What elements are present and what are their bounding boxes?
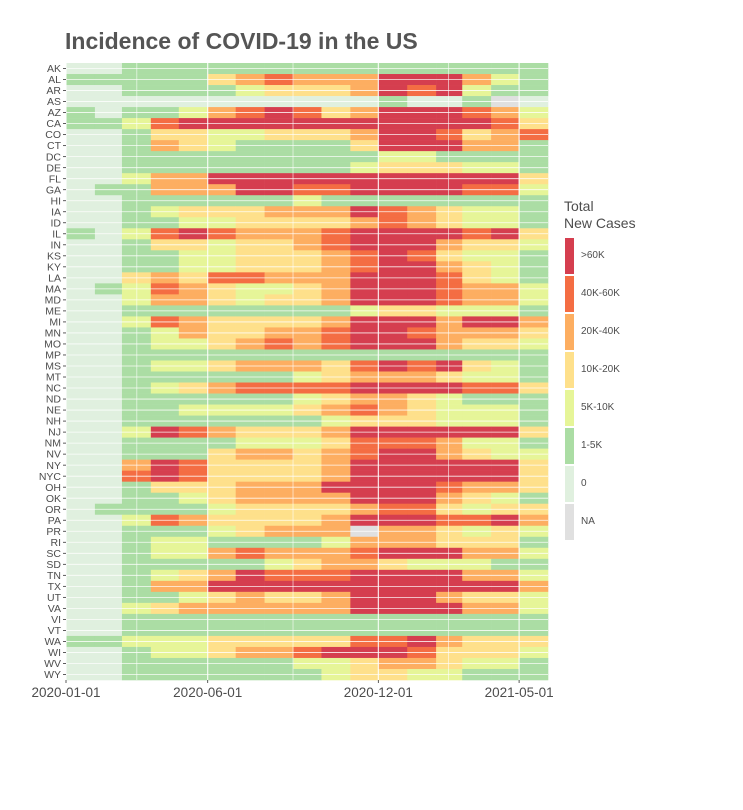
y-tick-label-pr: PR	[46, 526, 61, 538]
x-axis: 2020-01-01 2020-06-01 2020-12-01 2021-05-01	[31, 680, 554, 700]
y-tick-label-ky: KY	[47, 261, 61, 273]
legend-swatch	[565, 390, 574, 426]
y-tick-label-la: LA	[48, 272, 61, 284]
y-tick-label-mp: MP	[45, 350, 61, 362]
y-tick-label-hi: HI	[51, 195, 62, 207]
legend-label: NA	[581, 516, 595, 527]
legend-label: 1-5K	[581, 440, 603, 451]
y-tick-label-ia: IA	[51, 206, 61, 218]
y-tick-label-wv: WV	[44, 658, 61, 670]
y-tick-label-nj: NJ	[48, 427, 61, 439]
y-tick-label-ut: UT	[47, 592, 62, 604]
legend-item: 10K-20K	[564, 352, 684, 390]
legend-title-line-1: Total	[564, 198, 594, 214]
legend-item: 5K-10K	[564, 390, 684, 428]
y-tick-label-tx: TX	[48, 581, 61, 593]
legend-label: 10K-20K	[581, 364, 620, 375]
y-tick-label-tn: TN	[47, 570, 61, 582]
y-tick-label-mo: MO	[44, 339, 61, 351]
y-tick-label-sd: SD	[46, 559, 61, 571]
y-tick-label-mt: MT	[46, 372, 62, 384]
legend-item: NA	[564, 504, 684, 542]
y-tick-label-ne: NE	[46, 405, 61, 417]
legend-item: 0	[564, 466, 684, 504]
y-tick-label-va: VA	[48, 603, 61, 615]
y-tick-label-ms: MS	[45, 361, 61, 373]
legend-title: Total New Cases	[564, 198, 684, 232]
y-tick-label-nv: NV	[46, 449, 61, 461]
legend-swatch	[565, 238, 574, 274]
x-tick-label-2020-01-01: 2020-01-01	[31, 685, 100, 700]
legend-swatch	[565, 504, 574, 540]
y-tick-label-co: CO	[45, 129, 61, 141]
y-tick-label-ar: AR	[46, 85, 61, 97]
y-tick-label-dc: DC	[46, 151, 62, 163]
y-tick-label-in: IN	[51, 239, 62, 251]
y-tick-label-id: ID	[51, 217, 62, 229]
y-tick-label-ca: CA	[46, 118, 61, 130]
legend-item: 1-5K	[564, 428, 684, 466]
y-tick-label-md: MD	[45, 294, 62, 306]
y-tick-label-de: DE	[46, 162, 61, 174]
y-tick-label-nm: NM	[45, 438, 61, 450]
y-tick-label-as: AS	[47, 96, 61, 108]
y-tick-label-or: OR	[45, 504, 61, 516]
y-tick-label-nc: NC	[46, 383, 62, 395]
legend-swatch	[565, 314, 574, 350]
y-tick-label-wa: WA	[44, 636, 61, 648]
legend-items: >60K 40K-60K 20K-40K 10K-20K 5K-10K 1-5K 0 NA	[564, 238, 684, 542]
y-tick-label-me: ME	[45, 306, 61, 318]
y-tick-label-al: AL	[48, 74, 61, 86]
legend-label: 40K-60K	[581, 288, 620, 299]
legend-item: >60K	[564, 238, 684, 276]
y-tick-label-ct: CT	[47, 140, 62, 152]
legend-label: 20K-40K	[581, 326, 620, 337]
y-tick-label-mi: MI	[49, 317, 61, 329]
legend-swatch	[565, 276, 574, 312]
legend: Total New Cases >60K 40K-60K 20K-40K 10K-20…	[564, 198, 684, 542]
y-tick-label-sc: SC	[46, 548, 61, 560]
y-tick-label-pa: PA	[48, 515, 61, 527]
y-tick-label-vi: VI	[51, 614, 61, 626]
y-tick-label-nd: ND	[46, 394, 62, 406]
y-tick-label-ma: MA	[45, 283, 61, 295]
legend-label: 0	[581, 478, 587, 489]
x-tick-label-2020-06-01: 2020-06-01	[173, 685, 242, 700]
y-tick-label-ny: NY	[46, 460, 61, 472]
heatmap-gridlines	[65, 63, 548, 680]
y-tick-label-fl: FL	[49, 173, 61, 185]
y-tick-label-nyc: NYC	[39, 471, 62, 483]
y-tick-label-ri: RI	[51, 537, 62, 549]
y-tick-label-il: IL	[52, 228, 61, 240]
legend-swatch	[565, 428, 574, 464]
legend-label: >60K	[581, 250, 605, 261]
legend-item: 20K-40K	[564, 314, 684, 352]
y-tick-label-mn: MN	[45, 328, 61, 340]
y-tick-label-wy: WY	[44, 669, 61, 681]
y-tick-label-ak: AK	[47, 63, 61, 75]
y-axis: AKALARASAZCACOCTDCDEFLGAHIIAIDILINKSKYLA…	[39, 63, 66, 681]
chart-title: Incidence of COVID-19 in the US	[65, 28, 418, 54]
legend-swatch	[565, 352, 574, 388]
y-tick-label-ga: GA	[46, 184, 61, 196]
y-tick-label-wi: WI	[48, 647, 61, 659]
y-tick-label-oh: OH	[45, 482, 61, 494]
legend-label: 5K-10K	[581, 402, 615, 413]
y-tick-label-az: AZ	[48, 107, 62, 119]
legend-item: 40K-60K	[564, 276, 684, 314]
x-tick-label-2020-12-01: 2020-12-01	[344, 685, 413, 700]
y-tick-label-nh: NH	[46, 416, 61, 428]
y-tick-label-ks: KS	[47, 250, 61, 262]
legend-swatch	[565, 466, 574, 502]
y-tick-label-vt: VT	[48, 625, 62, 637]
legend-title-line-2: New Cases	[564, 215, 636, 231]
heatmap-cells	[66, 63, 549, 681]
x-tick-label-2021-05-01: 2021-05-01	[485, 685, 554, 700]
y-tick-label-ok: OK	[46, 493, 61, 505]
